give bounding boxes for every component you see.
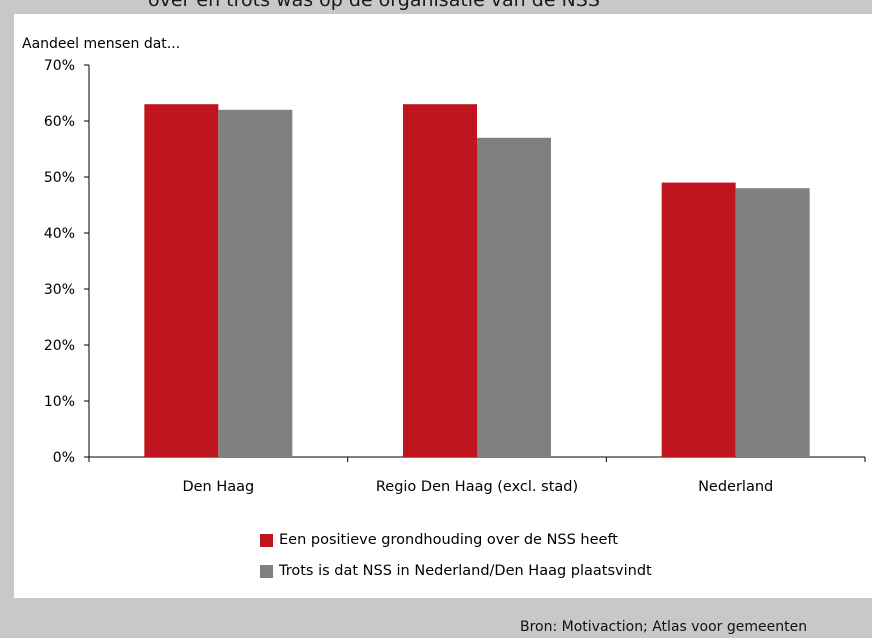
bar [218,109,293,458]
legend-swatch [260,533,273,547]
legend-item-series-2: Trots is dat NSS in Nederland/Den Haag p… [260,561,652,581]
y-tick-label: 20% [44,338,75,354]
source-note: Bron: Motivaction; Atlas voor gemeenten [520,619,808,635]
legend-item-series-1: Een positieve grondhouding over de NSS h… [260,530,652,550]
y-tick-label: 0% [53,450,75,466]
x-category-label: Nederland [698,479,773,495]
bar [735,188,810,457]
y-axis-caption: Aandeel mensen dat... [22,36,181,52]
legend-swatch [260,564,273,578]
legend-label: Trots is dat NSS in Nederland/Den Haag p… [279,563,652,579]
y-tick-label: 70% [44,58,75,74]
y-tick-label: 40% [44,226,75,242]
bar [661,182,736,457]
y-tick-label: 30% [44,282,75,298]
legend: Een positieve grondhouding over de NSS h… [260,530,652,592]
x-category-label: Den Haag [182,479,254,495]
chart-title: over en trots was op de organisatie van … [148,0,600,11]
y-tick-label: 50% [44,170,75,186]
legend-label: Een positieve grondhouding over de NSS h… [279,532,618,548]
y-tick-label: 60% [44,114,75,130]
bar [144,104,219,457]
x-category-label: Regio Den Haag (excl. stad) [376,479,578,495]
bar [477,137,551,458]
y-tick-label: 10% [44,394,75,410]
bar [403,104,477,457]
